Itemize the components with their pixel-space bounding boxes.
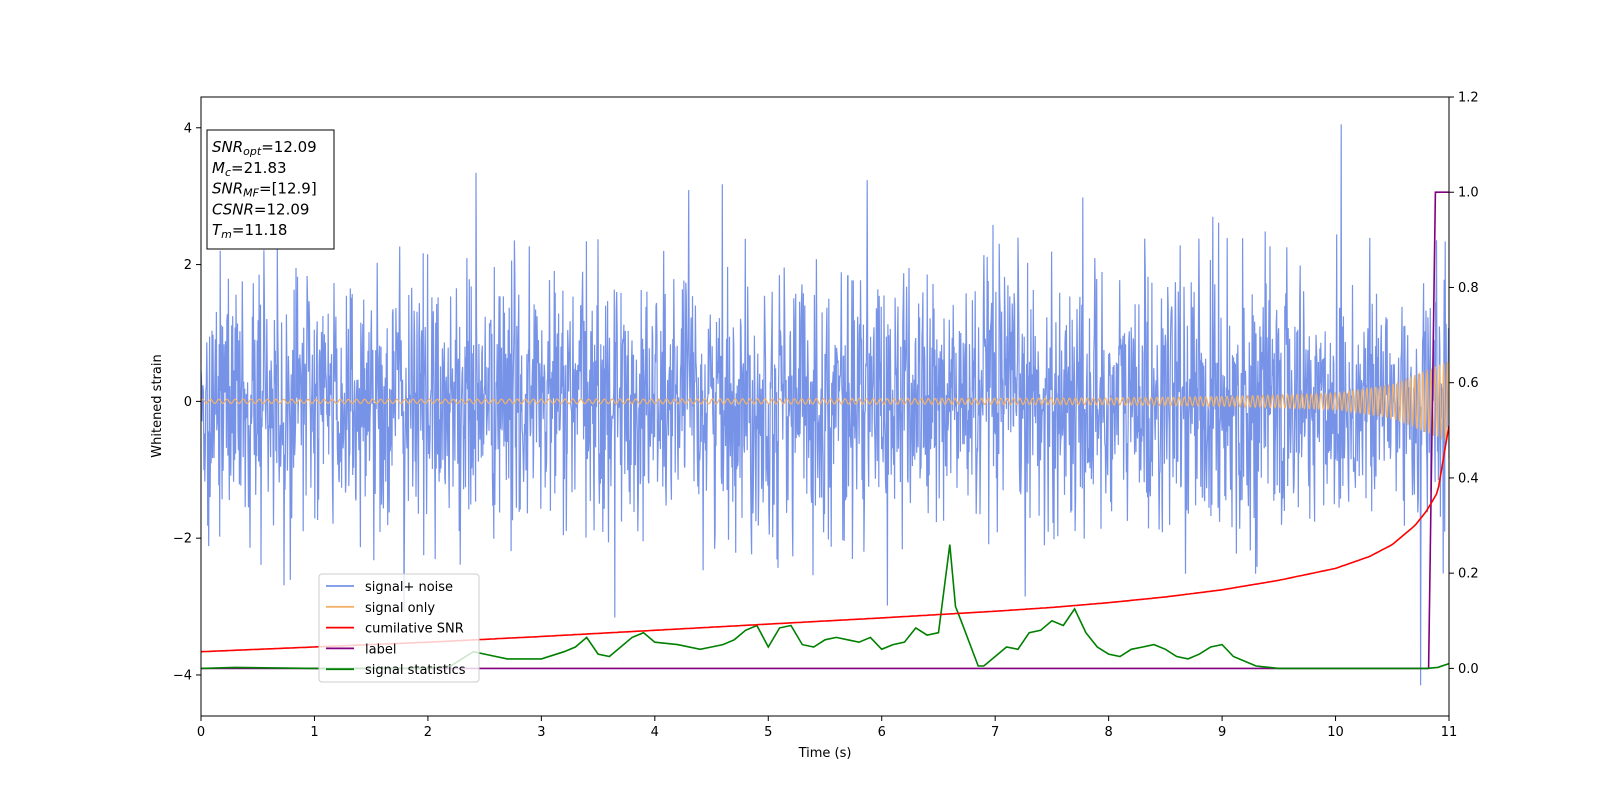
series-label-line — [201, 191, 1449, 670]
x-tick-label: 6 — [878, 725, 886, 740]
annotation-line: Mc=21.83 — [212, 159, 287, 179]
axes: 0 1 2 3 4 5 6 7 8 9 10 11 −4 −2 0 2 4 0.0 0.2 0.4 0.6 0.8 1.0 1… — [173, 91, 1479, 741]
x-tick-label: 9 — [1218, 725, 1226, 740]
y-tick-label: −2 — [173, 532, 192, 547]
legend-label: signal statistics — [365, 663, 466, 678]
x-axis-label: Time (s) — [798, 746, 852, 761]
annotation-line: Tm=11.18 — [212, 221, 287, 241]
y2-tick-label: 0.4 — [1458, 471, 1479, 486]
annotation-line: SNRopt=12.09 — [212, 138, 317, 158]
legend-label: signal+ noise — [365, 580, 453, 595]
x-tick-label: 2 — [424, 725, 432, 740]
legend-label: signal only — [365, 601, 435, 616]
y2-tick-label: 0.2 — [1458, 567, 1479, 582]
plot-frame — [200, 96, 1450, 717]
legend-label: label — [365, 642, 396, 657]
series-signal-statistics-line — [201, 544, 1449, 670]
x-tick-label: 7 — [991, 725, 999, 740]
annotation-frame — [206, 129, 335, 250]
y2-tick-label: 1.0 — [1458, 186, 1479, 201]
annotation-box: SNRopt=12.09Mc=21.83SNRMF=[12.9]CSNR=12.… — [206, 129, 335, 250]
y-tick-label: 2 — [184, 258, 192, 273]
x-tick-label: 3 — [537, 725, 545, 740]
y-tick-label: 4 — [184, 121, 192, 136]
series-signal-only-line — [201, 361, 1449, 442]
y-axis-label: Whitened strain — [150, 354, 165, 457]
y2-tick-label: 0.8 — [1458, 281, 1479, 296]
x-tick-label: 1 — [310, 725, 318, 740]
y-tick-label: 0 — [184, 395, 192, 410]
y2-tick-label: 0.0 — [1458, 662, 1479, 677]
x-tick-label: 10 — [1327, 725, 1344, 740]
x-tick-label: 0 — [197, 725, 205, 740]
y2-tick-label: 1.2 — [1458, 91, 1479, 106]
x-tick-label: 4 — [651, 725, 659, 740]
y-tick-label: −4 — [173, 668, 192, 683]
y2-tick-label: 0.6 — [1458, 376, 1479, 391]
legend-frame — [318, 573, 480, 683]
x-tick-label: 5 — [764, 725, 772, 740]
legend-label: cumilative SNR — [365, 622, 464, 637]
annotation-line: CSNR=12.09 — [212, 200, 309, 218]
x-tick-label: 11 — [1441, 725, 1458, 740]
series-signal-noise-line — [201, 124, 1449, 686]
annotation-line: SNRMF=[12.9] — [212, 180, 317, 200]
x-tick-label: 8 — [1104, 725, 1112, 740]
legend: signal+ noise signal only cumilative SNR la… — [318, 573, 480, 683]
